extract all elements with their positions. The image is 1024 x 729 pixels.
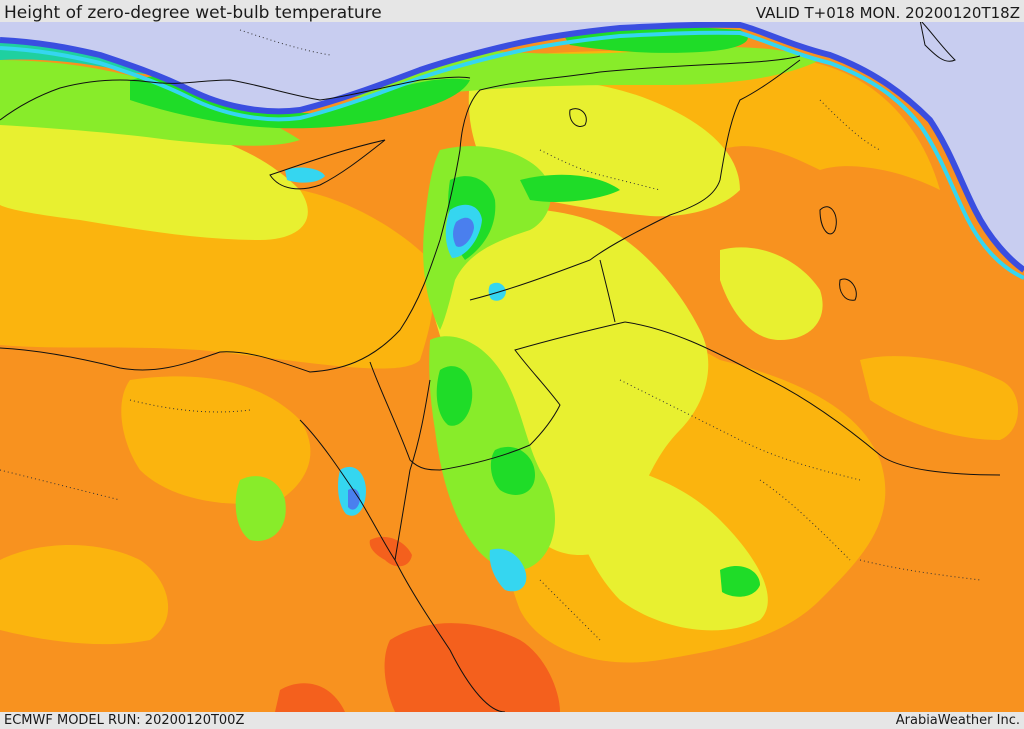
amber-gulf <box>860 356 1018 440</box>
cyan-hejaz <box>489 548 527 592</box>
amber-egypt <box>121 376 311 504</box>
lightgreen-egypt <box>235 476 286 541</box>
green-jordan-1 <box>436 366 473 426</box>
blue-lebanon <box>453 217 474 247</box>
cyan-cyprus <box>285 167 325 183</box>
cyan-jordan-dot <box>488 282 506 301</box>
coastlines <box>0 18 956 713</box>
amber-southwest <box>0 545 169 645</box>
cyan-lavender-edge <box>0 30 1024 280</box>
map-title: Height of zero-degree wet-bulb temperatu… <box>4 3 382 22</box>
red-orange-red-sea-south <box>384 623 560 712</box>
valid-time-label: VALID T+018 MON. 20200120T18Z <box>755 4 1020 22</box>
model-run-label: ECMWF MODEL RUN: 20200120T00Z <box>4 713 245 728</box>
red-orange-southwest <box>275 683 345 712</box>
green-saudi-blob <box>720 565 760 597</box>
green-syria-east <box>520 174 620 202</box>
footer-bar: ECMWF MODEL RUN: 20200120T00Z ArabiaWeat… <box>0 712 1024 729</box>
header-bar: Height of zero-degree wet-bulb temperatu… <box>0 0 1024 22</box>
lavender-north <box>0 22 1024 270</box>
green-jordan-2 <box>490 446 535 495</box>
credit-label: ArabiaWeather Inc. <box>895 713 1020 728</box>
yellow-north-med <box>0 108 308 241</box>
blue-sinai <box>348 488 360 510</box>
dotted-internal-borders <box>0 29 981 641</box>
red-orange-aqaba <box>369 536 412 567</box>
blue-lavender-edge <box>0 21 1024 273</box>
political-borders <box>369 59 1001 476</box>
yellow-arabia-south <box>560 460 768 631</box>
yellow-iraq <box>720 247 823 340</box>
